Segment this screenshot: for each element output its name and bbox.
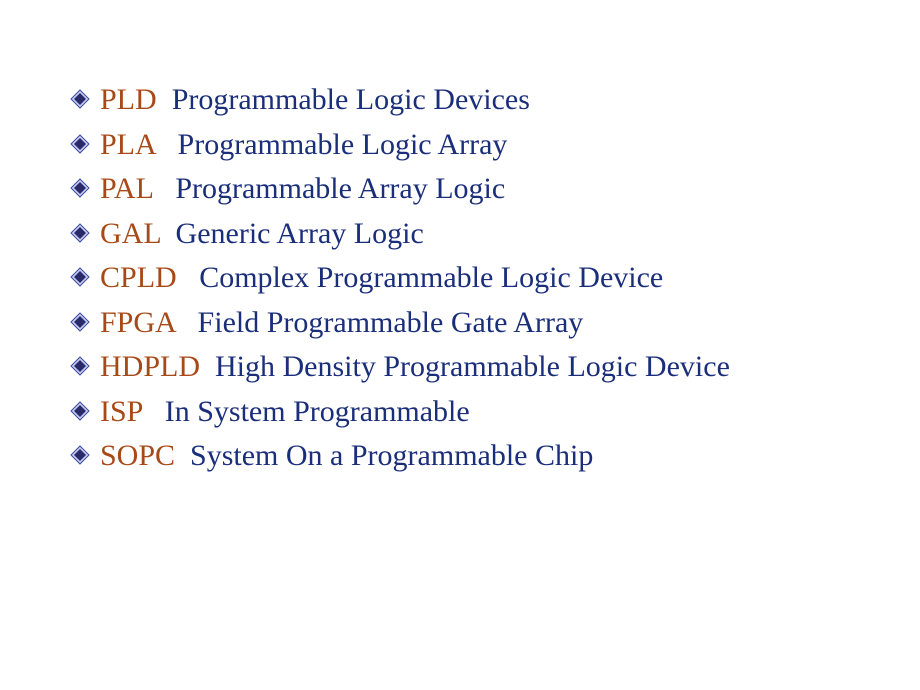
- abbr: PLD: [100, 83, 157, 116]
- desc: Generic Array Logic: [168, 217, 424, 250]
- diamond-bullet-icon: [70, 178, 90, 198]
- abbr: ISP: [100, 395, 142, 428]
- list-item-text: GAL Generic Array Logic: [100, 214, 860, 255]
- desc: System On a Programmable Chip: [183, 439, 594, 472]
- diamond-bullet-icon: [70, 356, 90, 376]
- desc: Complex Programmable Logic Device: [184, 261, 663, 294]
- diamond-bullet-icon: [70, 134, 90, 154]
- diamond-bullet-icon: [70, 445, 90, 465]
- list-item-text: PAL Programmable Array Logic: [100, 169, 860, 210]
- abbr: PLA: [100, 128, 155, 161]
- diamond-bullet-icon: [70, 267, 90, 287]
- list-item: PLA Programmable Logic Array: [70, 125, 860, 166]
- list-item: PLD Programmable Logic Devices: [70, 80, 860, 121]
- abbr: GAL: [100, 217, 161, 250]
- diamond-bullet-icon: [70, 89, 90, 109]
- desc: Field Programmable Gate Array: [183, 306, 584, 339]
- desc: Programmable Logic Devices: [164, 83, 530, 116]
- list-item-text: FPGA Field Programmable Gate Array: [100, 303, 860, 344]
- list-item: SOPC System On a Programmable Chip: [70, 436, 860, 477]
- list-item-text: HDPLD High Density Programmable Logic De…: [100, 347, 860, 388]
- list-item-text: PLD Programmable Logic Devices: [100, 80, 860, 121]
- desc: In System Programmable: [150, 395, 470, 428]
- abbr: HDPLD: [100, 350, 200, 383]
- list-item: GAL Generic Array Logic: [70, 214, 860, 255]
- abbr: SOPC: [100, 439, 175, 472]
- abbr: PAL: [100, 172, 153, 205]
- slide-content: PLD Programmable Logic Devices PLA Progr…: [0, 0, 920, 690]
- list-item-text: ISP In System Programmable: [100, 392, 860, 433]
- list-item-text: PLA Programmable Logic Array: [100, 125, 860, 166]
- abbr: FPGA: [100, 306, 175, 339]
- desc: High Density Programmable Logic Device: [208, 350, 730, 383]
- list-item-text: CPLD Complex Programmable Logic Device: [100, 258, 860, 299]
- list-item: ISP In System Programmable: [70, 392, 860, 433]
- abbr: CPLD: [100, 261, 177, 294]
- diamond-bullet-icon: [70, 401, 90, 421]
- list-item-text: SOPC System On a Programmable Chip: [100, 436, 860, 477]
- list-item: HDPLD High Density Programmable Logic De…: [70, 347, 860, 388]
- diamond-bullet-icon: [70, 312, 90, 332]
- list-item: PAL Programmable Array Logic: [70, 169, 860, 210]
- desc: Programmable Logic Array: [163, 128, 508, 161]
- list-item: CPLD Complex Programmable Logic Device: [70, 258, 860, 299]
- list-item: FPGA Field Programmable Gate Array: [70, 303, 860, 344]
- desc: Programmable Array Logic: [160, 172, 505, 205]
- diamond-bullet-icon: [70, 223, 90, 243]
- acronym-list: PLD Programmable Logic Devices PLA Progr…: [70, 80, 860, 477]
